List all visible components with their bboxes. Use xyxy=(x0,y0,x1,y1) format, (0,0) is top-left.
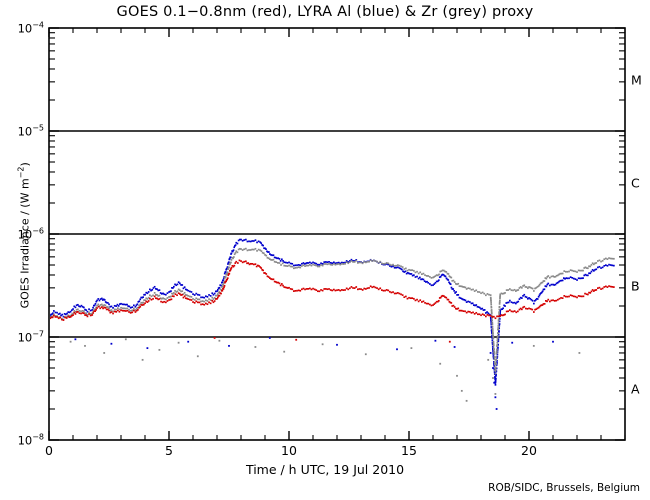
flare-class-label-a: A xyxy=(631,381,640,397)
x-tick-label: 0 xyxy=(45,443,53,458)
y-tick-label: 10−4 xyxy=(17,20,44,36)
x-tick-label: 5 xyxy=(165,443,173,458)
x-axis-label: Time / h UTC, 19 Jul 2010 xyxy=(245,462,405,477)
x-tick-label: 20 xyxy=(521,443,537,458)
y-tick-label: 10−6 xyxy=(17,226,44,242)
flare-class-label-m: M xyxy=(631,72,642,88)
flare-class-label-b: B xyxy=(631,278,640,294)
y-tick-label: 10−8 xyxy=(17,432,44,448)
flare-class-label-c: C xyxy=(631,175,640,191)
x-tick-label: 10 xyxy=(281,443,297,458)
chart-title: GOES 0.1−0.8nm (red), LYRA Al (blue) & Z… xyxy=(116,4,534,20)
x-tick-label: 15 xyxy=(401,443,417,458)
credit-text: ROB/SIDC, Brussels, Belgium xyxy=(488,482,640,494)
y-tick-label: 10−7 xyxy=(17,329,44,345)
y-tick-label: 10−5 xyxy=(17,123,44,139)
